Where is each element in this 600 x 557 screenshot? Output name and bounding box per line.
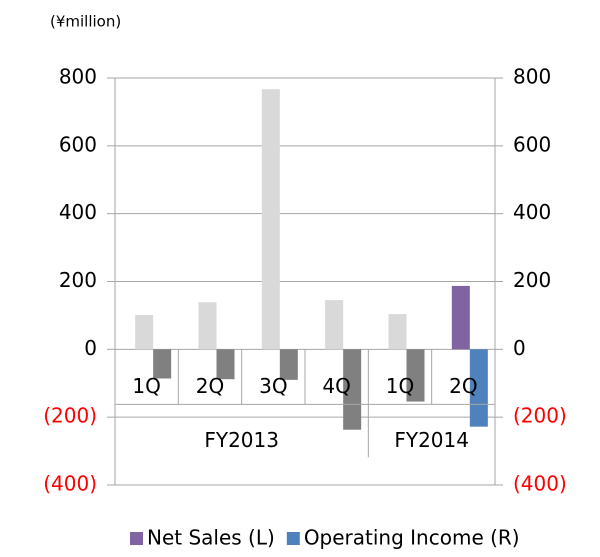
bar: [279, 349, 298, 380]
x-tick-label: 4Q: [322, 374, 350, 398]
bar: [343, 349, 362, 430]
bar: [451, 285, 470, 350]
bar: [325, 300, 344, 350]
y2-tick-label: 200: [513, 268, 551, 292]
legend-swatch: [286, 532, 300, 545]
y2-tick-label: 600: [513, 132, 551, 156]
bar: [198, 302, 217, 350]
y2-tick-label: 800: [513, 65, 551, 89]
legend-label: Operating Income (R): [304, 526, 520, 550]
bar: [406, 349, 425, 402]
y-tick-label: (400): [43, 472, 97, 496]
y-tick-label: 200: [59, 268, 97, 292]
x-tick-label: 2Q: [196, 374, 224, 398]
y-tick-label: (200): [43, 404, 97, 428]
x-tick-label: 1Q: [132, 374, 160, 398]
bar: [261, 89, 280, 350]
x-tick-label: 3Q: [259, 374, 287, 398]
bar: [216, 349, 235, 380]
bar: [388, 314, 407, 350]
bar: [469, 349, 488, 427]
y-tick-label: 400: [59, 200, 97, 224]
y2-tick-label: 400: [513, 200, 551, 224]
group-label: FY2013: [204, 428, 279, 452]
x-tick-label: 1Q: [386, 374, 414, 398]
unit-label: (¥million): [50, 13, 121, 31]
y2-tick-label: (400): [513, 472, 567, 496]
bar: [153, 349, 172, 379]
group-label: FY2014: [394, 428, 469, 452]
y2-tick-label: (200): [513, 404, 567, 428]
x-tick-label: 2Q: [449, 374, 477, 398]
y-tick-label: 600: [59, 132, 97, 156]
y-tick-label: 0: [84, 336, 97, 360]
legend-swatch: [130, 532, 143, 545]
legend-label: Net Sales (L): [147, 526, 275, 550]
y-tick-label: 800: [59, 65, 97, 89]
y2-tick-label: 0: [513, 336, 526, 360]
bar: [135, 315, 154, 350]
